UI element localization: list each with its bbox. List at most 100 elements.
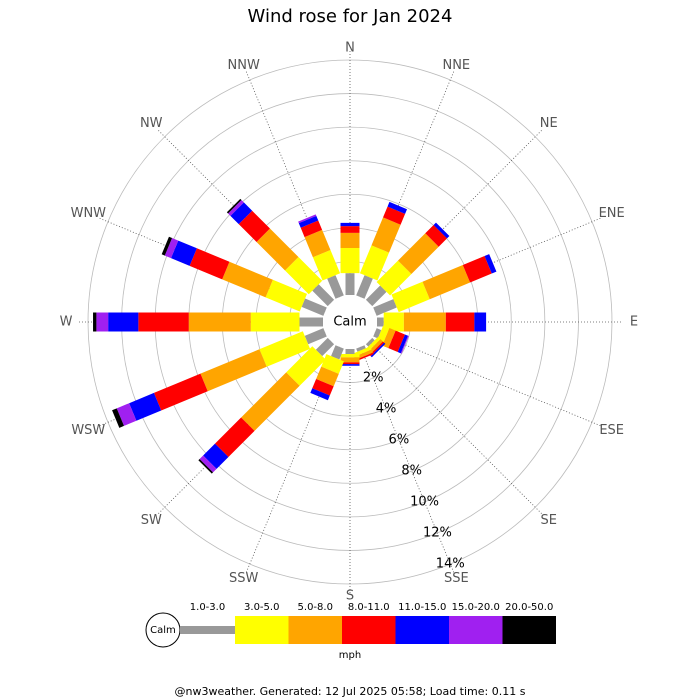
ring-label: 10% <box>410 495 439 510</box>
bar-segment <box>310 388 330 401</box>
bar-segment <box>340 364 360 366</box>
bar-segment <box>214 417 255 458</box>
spoke <box>368 340 543 515</box>
legend-swatch <box>180 626 235 634</box>
spoke <box>157 340 332 515</box>
bar-segment <box>356 345 366 352</box>
legend-calm-label: Calm <box>150 625 176 636</box>
bar-segment <box>300 220 323 238</box>
bar-segment <box>228 200 244 216</box>
bar-segment <box>387 201 408 214</box>
legend-label: 5.0-8.0 <box>298 602 333 613</box>
bar-segment <box>340 362 360 365</box>
bar-segment <box>301 298 327 316</box>
bar-segment <box>373 328 382 339</box>
bar-segment <box>230 202 253 225</box>
bar-segment <box>383 206 406 225</box>
bar-segment <box>345 349 355 355</box>
legend-label: 3.0-5.0 <box>244 602 279 613</box>
bar-segment <box>315 337 335 357</box>
bar-segment <box>340 222 360 227</box>
bar-segment <box>376 260 412 296</box>
bar-segment <box>397 233 439 275</box>
bar-segment <box>391 281 430 313</box>
bar-segment <box>170 240 197 266</box>
bar-segment <box>312 378 334 396</box>
bar-segment <box>312 284 335 307</box>
bar-segment <box>356 275 373 299</box>
direction-label: SSE <box>444 571 469 586</box>
bar-segment <box>222 261 273 298</box>
ring-label: 4% <box>376 401 397 416</box>
bar-segment <box>129 392 162 421</box>
bar-segment <box>484 254 497 274</box>
legend-swatch <box>502 616 556 644</box>
ring-label: 14% <box>436 557 465 572</box>
bar-segment <box>116 403 137 426</box>
spoke <box>359 70 455 298</box>
unit-label: mph <box>339 650 361 661</box>
legend-label: 1.0-3.0 <box>190 602 225 613</box>
bar-segment <box>340 248 360 274</box>
bar-segment <box>153 373 208 411</box>
bar-segment <box>433 222 450 239</box>
bar-segment <box>226 198 242 214</box>
direction-label: NE <box>540 116 558 131</box>
direction-label: ENE <box>599 206 625 221</box>
direction-label: N <box>345 41 355 56</box>
spoke <box>245 70 341 298</box>
bar-segment <box>369 341 385 357</box>
spoke <box>245 346 341 574</box>
bar-segment <box>321 354 344 374</box>
bar-segment <box>383 312 404 332</box>
bar-segment <box>285 257 323 295</box>
bar-segment <box>373 299 397 316</box>
bar-segment <box>112 408 124 428</box>
direction-label: SW <box>141 513 162 528</box>
bar-segment <box>93 312 97 332</box>
legend-swatch <box>235 616 289 644</box>
spoke <box>359 346 455 574</box>
bar-segment <box>298 214 317 224</box>
bar-segment <box>340 232 360 248</box>
direction-label: WSW <box>71 423 105 438</box>
bar-segment <box>388 330 405 353</box>
legend-label: 11.0-15.0 <box>398 602 446 613</box>
bar-segment <box>286 346 326 386</box>
bar-segment <box>161 236 173 256</box>
bar-segment <box>370 342 386 358</box>
bar-segment <box>256 228 299 271</box>
bar-segment <box>304 328 327 345</box>
bar-segment <box>250 312 300 332</box>
bar-segment <box>355 352 374 362</box>
bar-segment <box>345 273 355 295</box>
legend-label: 15.0-20.0 <box>452 602 500 613</box>
bar-segment <box>199 455 217 473</box>
ring-label: 6% <box>389 432 410 447</box>
bar-segment <box>365 337 375 347</box>
legend-swatch <box>449 616 503 644</box>
direction-label: E <box>630 315 638 330</box>
ring-label: 2% <box>363 370 384 385</box>
bar-segment <box>340 357 360 363</box>
bar-segment <box>474 312 487 332</box>
legend-swatch <box>288 616 342 644</box>
bar-segment <box>188 312 251 332</box>
bar-segment <box>198 459 213 474</box>
bar-segment <box>304 229 331 258</box>
direction-label: WNW <box>71 206 107 221</box>
bar-segment <box>327 275 344 299</box>
bar-segment <box>299 317 323 327</box>
direction-label: NW <box>140 116 163 131</box>
bar-segment <box>298 215 319 228</box>
bar-segment <box>96 312 109 332</box>
bar-segment <box>340 226 360 233</box>
legend-swatch <box>395 616 449 644</box>
bar-segment <box>265 279 307 312</box>
calm-label: Calm <box>333 315 366 330</box>
direction-label: NNW <box>228 58 260 73</box>
spoke <box>157 129 332 304</box>
bar-segment <box>189 248 230 280</box>
bar-segment <box>462 255 492 283</box>
